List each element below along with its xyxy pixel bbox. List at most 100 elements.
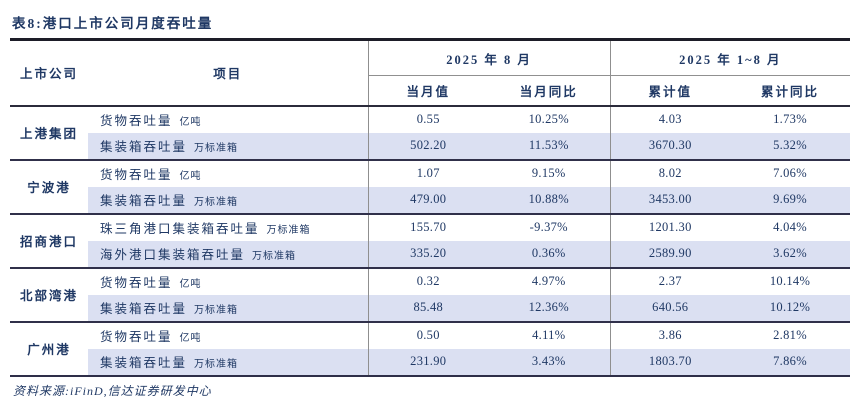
month-value-cell: 231.90 [368,348,488,376]
header-month-value: 当月值 [368,75,488,107]
item-cell: 海外港口集装箱吞吐量 万标准箱 [88,240,369,268]
item-cell: 货物吞吐量 亿吨 [88,320,369,349]
table-title: 表8:港口上市公司月度吞吐量 [12,16,214,31]
item-label: 集装箱吞吐量 [100,302,188,316]
table-row: 集装箱吞吐量 万标准箱 479.00 10.88% 3453.00 9.69% [10,186,851,214]
month-value-cell: 0.32 [368,266,488,295]
table-row: 上港集团 货物吞吐量 亿吨 0.55 10.25% 4.03 1.73% [10,105,850,160]
cum-yoy-cell: 10.14% [730,266,851,295]
company-cell: 北部湾港 [10,266,88,322]
cum-yoy-cell: 2.81% [730,320,851,349]
item-label: 货物吞吐量 [100,276,173,290]
cum-value-cell: 640.56 [610,294,731,322]
table-row: 集装箱吞吐量 万标准箱 85.48 12.36% 640.56 10.12% [10,294,851,322]
month-yoy-cell: 3.43% [488,348,611,376]
item-cell: 珠三角港口集装箱吞吐量 万标准箱 [88,212,369,241]
item-label: 珠三角港口集装箱吞吐量 [100,222,260,236]
month-yoy-cell: 12.36% [488,294,611,322]
header-cum-yoy: 累计同比 [730,75,851,107]
cum-value-cell: 3453.00 [610,186,731,214]
header-row-groups: 上市公司 项目 2025 年 8 月 2025 年 1~8 月 [10,39,851,107]
cum-value-cell: 3.86 [610,320,731,349]
table-row: 集装箱吞吐量 万标准箱 231.90 3.43% 1803.70 7.86% [10,348,851,376]
item-cell: 集装箱吞吐量 万标准箱 [88,348,369,376]
item-unit: 亿吨 [179,279,202,290]
table-row: 集装箱吞吐量 万标准箱 502.20 11.53% 3670.30 5.32% [10,132,851,160]
header-cum-value: 累计值 [610,75,731,107]
month-value-cell: 335.20 [368,240,488,268]
month-yoy-cell: 0.36% [488,240,611,268]
table-row: 海外港口集装箱吞吐量 万标准箱 335.20 0.36% 2589.90 3.62… [10,240,851,268]
cum-yoy-cell: 4.04% [730,212,851,241]
company-cell: 广州港 [10,320,88,376]
month-yoy-cell: 4.11% [488,320,611,349]
header-row-sub: 当月值 当月同比 累计值 累计同比 [10,75,851,107]
cum-value-cell: 1803.70 [610,348,731,376]
table-body: 上港集团 货物吞吐量 亿吨 0.55 10.25% 4.03 1.73% 集装箱吞… [10,105,851,376]
month-yoy-cell: 10.88% [488,186,611,214]
item-label: 货物吞吐量 [100,168,173,182]
item-unit: 万标准箱 [194,143,239,154]
item-unit: 亿吨 [179,171,202,182]
cum-value-cell: 2589.90 [610,240,731,268]
month-value-cell: 85.48 [368,294,488,322]
item-label: 海外港口集装箱吞吐量 [100,248,246,262]
item-label: 货物吞吐量 [100,114,173,128]
source-note: 资料来源:iFinD,信达证券研发中心 [13,383,212,398]
cum-value-cell: 1201.30 [610,212,731,241]
item-unit: 万标准箱 [194,305,239,316]
item-unit: 万标准箱 [194,359,239,370]
cum-value-cell: 8.02 [610,158,731,187]
month-value-cell: 0.50 [368,320,488,349]
company-cell: 上港集团 [10,105,88,160]
item-unit: 万标准箱 [194,197,239,208]
item-label: 集装箱吞吐量 [100,356,188,370]
cum-value-cell: 3670.30 [610,132,731,160]
cum-yoy-cell: 1.73% [773,112,807,126]
month-value-cell: 479.00 [368,186,488,214]
item-unit: 亿吨 [179,117,202,128]
company-cell: 宁波港 [10,158,88,214]
month-yoy-cell: 4.97% [488,266,611,295]
cum-yoy-cell: 9.69% [730,186,851,214]
item-cell: 货物吞吐量 亿吨 [88,105,369,133]
table-row: 北部湾港 货物吞吐量 亿吨 0.32 4.97% 2.37 10.14% [10,266,851,322]
item-cell: 集装箱吞吐量 万标准箱 [88,294,369,322]
item-unit: 亿吨 [179,333,202,344]
company-cell: 招商港口 [10,212,88,268]
month-yoy-cell: 10.25% [488,105,611,133]
month-yoy-cell: 11.53% [488,132,611,160]
month-value-cell: 0.55 [416,112,440,126]
cum-yoy-cell: 3.62% [730,240,851,268]
item-cell: 集装箱吞吐量 万标准箱 [88,186,369,214]
cum-value-cell: 4.03 [658,112,682,126]
throughput-table: 上市公司 项目 2025 年 8 月 2025 年 1~8 月 当月值 当月同比… [10,38,851,377]
cum-yoy-cell: 10.12% [730,294,851,322]
header-month-yoy: 当月同比 [488,75,611,107]
month-value-cell: 1.07 [368,158,488,187]
header-company: 上市公司 [10,39,88,107]
table-row: 宁波港 货物吞吐量 亿吨 1.07 9.15% 8.02 7.06% [10,158,851,214]
header-item: 项目 [88,39,369,107]
month-value-cell: 155.70 [368,212,488,241]
cum-yoy-cell: 7.86% [730,348,851,376]
item-label: 集装箱吞吐量 [100,140,188,154]
item-unit: 万标准箱 [266,225,311,236]
header-group-month: 2025 年 8 月 [368,39,611,76]
item-cell: 货物吞吐量 亿吨 [88,158,369,187]
cum-yoy-cell: 7.06% [730,158,851,187]
item-cell: 货物吞吐量 亿吨 [88,266,369,295]
header-group-cumulative: 2025 年 1~8 月 [610,39,851,76]
item-label: 集装箱吞吐量 [100,194,188,208]
month-value-cell: 502.20 [368,132,488,160]
item-unit: 万标准箱 [252,251,297,262]
month-yoy-cell: -9.37% [488,212,611,241]
month-yoy-cell: 9.15% [488,158,611,187]
item-cell: 集装箱吞吐量 万标准箱 [88,132,369,160]
cum-yoy-cell: 5.32% [730,132,851,160]
cum-value-cell: 2.37 [610,266,731,295]
item-label: 货物吞吐量 [100,330,173,344]
table-header: 上市公司 项目 2025 年 8 月 2025 年 1~8 月 当月值 当月同比… [10,39,851,107]
table-row: 广州港 货物吞吐量 亿吨 0.50 4.11% 3.86 2.81% [10,320,851,376]
